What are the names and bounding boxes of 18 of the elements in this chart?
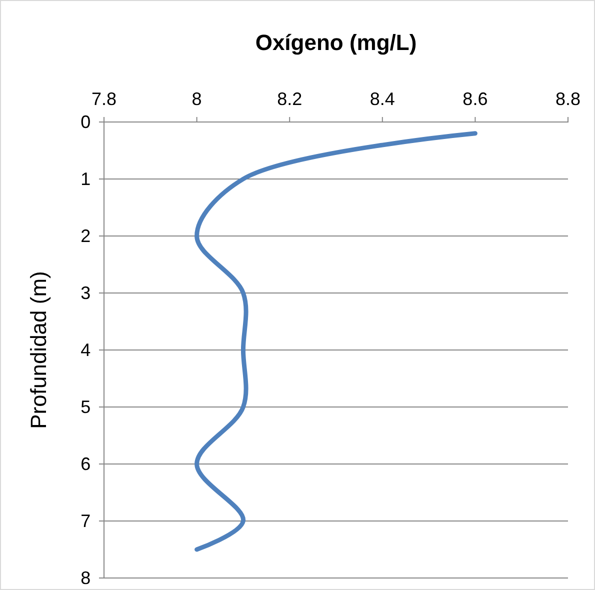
x-axis-title: Oxígeno (mg/L) [255, 30, 417, 55]
y-tick-label: 6 [80, 454, 91, 474]
x-tick-label: 8 [192, 89, 202, 109]
y-tick-label: 1 [80, 168, 91, 189]
y-tick-label: 7 [80, 510, 91, 531]
y-tick-label: 4 [80, 340, 91, 360]
y-tick-label: 3 [80, 282, 91, 303]
x-tick-label: 8.4 [370, 89, 395, 109]
x-tick-label: 8.6 [462, 89, 488, 109]
y-tick-label: 0 [80, 112, 91, 132]
x-tick-label: 8.2 [277, 89, 302, 109]
y-tick-label: 5 [80, 396, 91, 417]
y-tick-label: 2 [80, 226, 91, 246]
x-tick-label: 8.8 [555, 89, 581, 109]
y-tick-label: 8 [80, 568, 91, 588]
x-tick-label: 7.8 [91, 89, 117, 109]
line-series [194, 131, 478, 552]
y-axis-title: Profundidad (m) [26, 271, 51, 429]
